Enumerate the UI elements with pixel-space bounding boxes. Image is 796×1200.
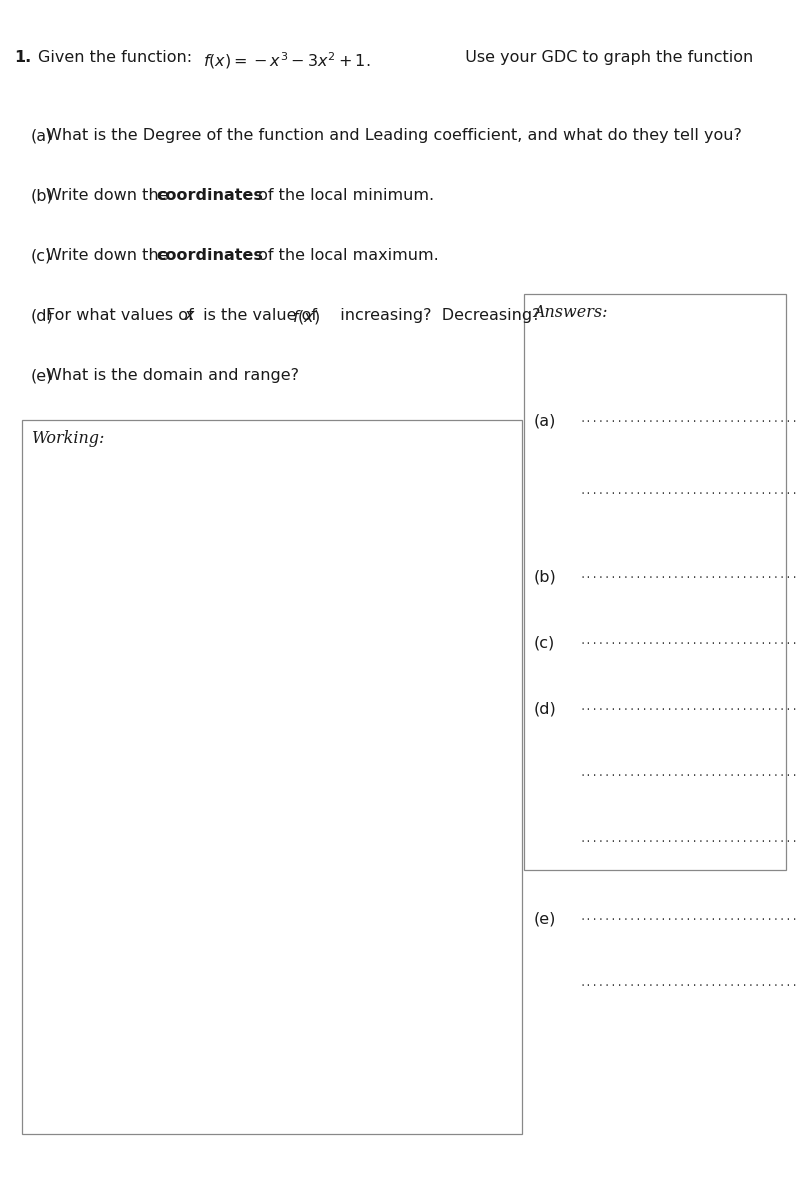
Text: (e): (e) <box>533 912 556 926</box>
Text: ..................................................: ........................................… <box>579 414 796 424</box>
Text: ..................................................: ........................................… <box>579 486 796 496</box>
Text: of the local minimum.: of the local minimum. <box>253 188 435 203</box>
Text: of the local maximum.: of the local maximum. <box>253 248 439 263</box>
Text: coordinates: coordinates <box>156 188 263 203</box>
Text: (e): (e) <box>30 368 53 384</box>
Text: ..................................................: ........................................… <box>579 636 796 646</box>
Text: (c): (c) <box>533 636 555 650</box>
Text: ..................................................: ........................................… <box>579 978 796 988</box>
Text: (a): (a) <box>30 128 53 144</box>
Text: (b): (b) <box>30 188 53 203</box>
Text: ..................................................: ........................................… <box>579 912 796 922</box>
Text: Answers:: Answers: <box>533 304 608 320</box>
Text: $f(x)$: $f(x)$ <box>292 308 320 326</box>
Text: $x$: $x$ <box>184 308 196 323</box>
Text: (d): (d) <box>30 308 53 323</box>
Text: Write down the: Write down the <box>46 248 174 263</box>
Text: Given the function:: Given the function: <box>38 50 203 65</box>
Text: Working:: Working: <box>32 430 105 446</box>
Text: Use your GDC to graph the function: Use your GDC to graph the function <box>455 50 754 65</box>
Text: ..................................................: ........................................… <box>579 702 796 712</box>
Text: is the value of: is the value of <box>198 308 327 323</box>
Text: $f(x)=-x^{3}-3x^{2}+1$.: $f(x)=-x^{3}-3x^{2}+1$. <box>203 50 370 71</box>
Text: (a): (a) <box>533 414 556 428</box>
Text: ..................................................: ........................................… <box>579 570 796 580</box>
Text: coordinates: coordinates <box>156 248 263 263</box>
Bar <box>22 420 522 1134</box>
Text: (d): (d) <box>533 702 556 716</box>
Text: (b): (b) <box>533 570 556 584</box>
Text: What is the Degree of the function and Leading coefficient, and what do they tel: What is the Degree of the function and L… <box>46 128 742 144</box>
Text: 1.: 1. <box>14 50 32 65</box>
Text: What is the domain and range?: What is the domain and range? <box>46 368 299 384</box>
Text: ..................................................: ........................................… <box>579 834 796 844</box>
Text: ..................................................: ........................................… <box>579 768 796 778</box>
Text: For what values of: For what values of <box>46 308 199 323</box>
Text: Write down the: Write down the <box>46 188 174 203</box>
Bar <box>524 294 786 870</box>
Text: increasing?  Decreasing?: increasing? Decreasing? <box>330 308 540 323</box>
Text: (c): (c) <box>30 248 52 263</box>
